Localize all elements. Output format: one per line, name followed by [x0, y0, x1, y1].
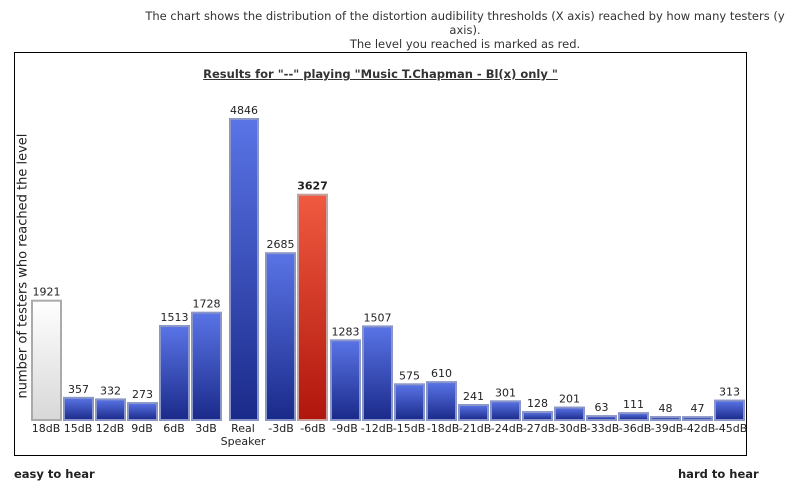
bar--45db: [714, 399, 745, 421]
bar--33db: [586, 415, 617, 422]
bar-value-label: 128: [527, 397, 548, 410]
bar--42db: [682, 416, 713, 422]
x-tick-label: -36dB: [619, 422, 652, 435]
bar-value-label: 301: [495, 386, 516, 399]
bar-value-label: 63: [595, 401, 609, 414]
x-tick-label: -42dB: [683, 422, 716, 435]
bar-real-speaker: [229, 118, 259, 421]
bar--3db: [265, 252, 296, 421]
bar-15db: [63, 396, 94, 421]
x-tick-label: Real Speaker: [221, 422, 266, 448]
x-tick-label: -39dB: [651, 422, 684, 435]
x-tick-label: 9dB: [131, 422, 153, 435]
x-tick-label: -15dB: [393, 422, 426, 435]
bar--30db: [554, 406, 585, 421]
x-tick-label: -45dB: [715, 422, 748, 435]
bar--15db: [394, 383, 425, 421]
bar-6db: [159, 325, 190, 422]
bar-value-label: 1921: [33, 286, 61, 299]
bar-18db: [31, 299, 62, 421]
bar--18db: [426, 381, 457, 422]
bar-value-label: 357: [68, 383, 89, 396]
easy-to-hear-label: easy to hear: [14, 467, 95, 481]
bar-value-label: 111: [623, 398, 644, 411]
bar-value-label: 3627: [297, 180, 328, 193]
bar-value-label: 1728: [193, 298, 221, 311]
caption-line-1: The chart shows the distribution of the …: [145, 9, 785, 37]
bar--27db: [522, 411, 553, 422]
x-tick-label: 15dB: [64, 422, 93, 435]
bar-value-label: 4846: [230, 104, 258, 117]
bar-3db: [191, 311, 222, 421]
bar--39db: [650, 416, 681, 422]
bar--24db: [490, 400, 521, 421]
bar--36db: [618, 412, 649, 421]
bar-value-label: 2685: [267, 238, 295, 251]
bar-value-label: 1513: [161, 311, 189, 324]
x-tick-label: 3dB: [195, 422, 217, 435]
bar-value-label: 48: [659, 402, 673, 415]
bar-value-label: 273: [132, 388, 153, 401]
x-tick-label: -30dB: [555, 422, 588, 435]
bar-value-label: 47: [691, 402, 705, 415]
x-tick-label: -27dB: [523, 422, 556, 435]
bar-12db: [95, 398, 126, 421]
chart-title: Results for "--" playing "Music T.Chapma…: [203, 67, 558, 81]
bar-9db: [127, 402, 158, 421]
bars-group: 1921 18dB 357 15dB 332 12dB 273 9dB 1513 6dB 1728 3…: [31, 104, 748, 448]
bar-value-label: 332: [100, 384, 121, 397]
x-tick-label: -6dB: [300, 422, 326, 435]
bar--21db: [458, 404, 489, 422]
x-tick-label: -3dB: [268, 422, 294, 435]
x-tick-label: -9dB: [332, 422, 358, 435]
bar--12db: [362, 325, 393, 421]
hard-to-hear-label: hard to hear: [678, 467, 759, 481]
bar--9db: [330, 339, 361, 422]
bar-value-label: 313: [719, 386, 740, 399]
x-tick-label: -24dB: [491, 422, 524, 435]
bar-value-label: 201: [559, 393, 580, 406]
bar-value-label: 575: [399, 369, 420, 382]
x-tick-label: -18dB: [427, 422, 460, 435]
bar-value-label: 1507: [364, 311, 392, 324]
x-tick-label: 12dB: [96, 422, 125, 435]
x-tick-label: 18dB: [32, 422, 61, 435]
chart-caption: The chart shows the distribution of the …: [130, 9, 800, 51]
bar--6db: [297, 193, 328, 421]
bar-value-label: 1283: [332, 325, 360, 338]
x-tick-label: -33dB: [587, 422, 620, 435]
bar-value-label: 241: [463, 390, 484, 403]
x-tick-label: -21dB: [459, 422, 492, 435]
x-tick-label: -12dB: [361, 422, 394, 435]
caption-line-2: The level you reached is marked as red.: [349, 37, 581, 51]
bar-value-label: 610: [431, 367, 452, 380]
x-tick-label: 6dB: [163, 422, 185, 435]
